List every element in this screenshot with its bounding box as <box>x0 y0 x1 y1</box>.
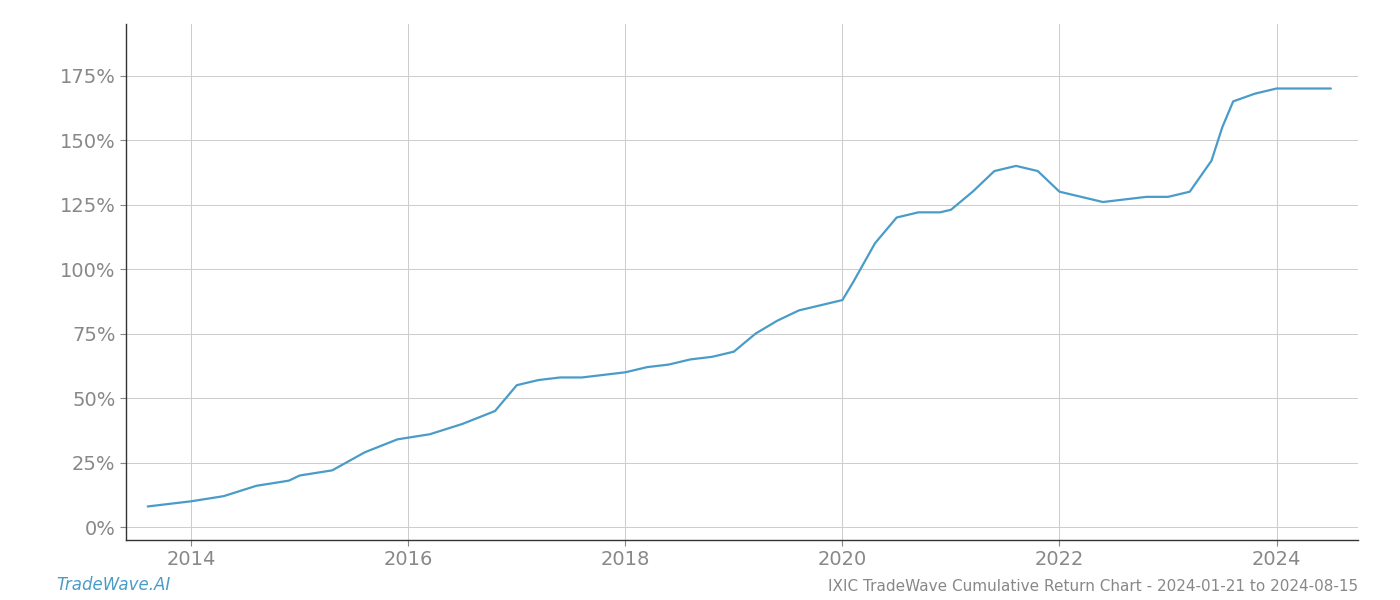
Text: TradeWave.AI: TradeWave.AI <box>56 576 171 594</box>
Text: IXIC TradeWave Cumulative Return Chart - 2024-01-21 to 2024-08-15: IXIC TradeWave Cumulative Return Chart -… <box>827 579 1358 594</box>
